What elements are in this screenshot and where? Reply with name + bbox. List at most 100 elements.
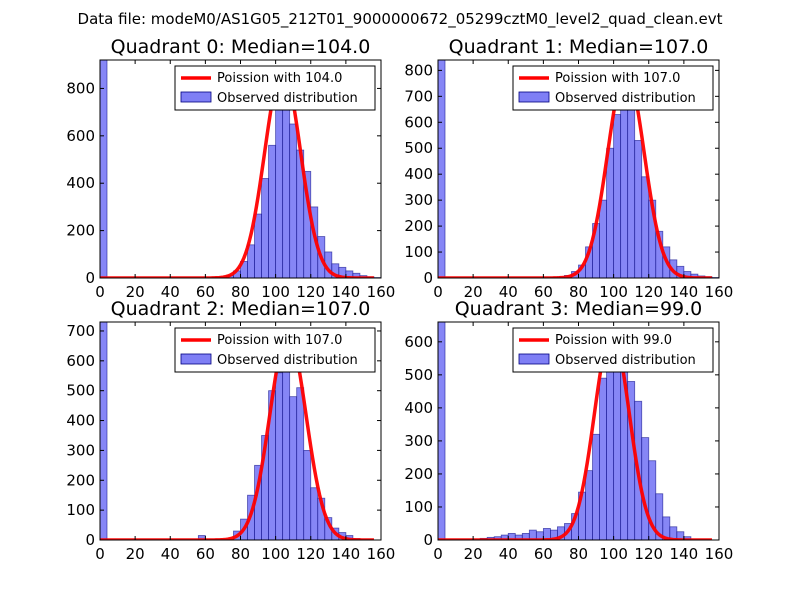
x-tick-label: 160 bbox=[367, 545, 396, 563]
legend-label-poisson: Poission with 107.0 bbox=[217, 333, 342, 348]
histogram-bar bbox=[592, 433, 600, 540]
histogram-bar bbox=[620, 85, 629, 278]
x-tick-label: 80 bbox=[231, 283, 250, 301]
x-tick-label: 0 bbox=[95, 283, 105, 301]
poisson-curve bbox=[100, 67, 374, 278]
bar-series bbox=[438, 60, 719, 278]
histogram-bar bbox=[634, 140, 643, 278]
y-tick-label: 400 bbox=[66, 412, 95, 430]
legend-label-poisson: Poission with 107.0 bbox=[555, 71, 680, 86]
y-tick-label: 600 bbox=[66, 352, 95, 370]
x-tick-label: 40 bbox=[499, 545, 518, 563]
histogram-bar bbox=[289, 123, 298, 278]
y-tick-label: 200 bbox=[66, 222, 95, 240]
y-tick-label: 300 bbox=[404, 432, 433, 450]
x-tick-label: 0 bbox=[433, 545, 443, 563]
y-tick-label: 100 bbox=[404, 498, 433, 516]
y-tick-label: 500 bbox=[404, 139, 433, 157]
histogram-bar bbox=[275, 109, 284, 278]
x-tick-label: 80 bbox=[569, 283, 588, 301]
y-tick-label: 0 bbox=[423, 531, 433, 549]
y-tick-label: 300 bbox=[66, 441, 95, 459]
y-tick-label: 600 bbox=[404, 333, 433, 351]
histogram-bar bbox=[676, 531, 685, 540]
histogram-bar bbox=[599, 377, 608, 540]
x-tick-label: 140 bbox=[670, 283, 699, 301]
histogram-bar bbox=[599, 199, 608, 278]
y-tick-label: 600 bbox=[66, 127, 95, 145]
histogram-bar bbox=[261, 178, 270, 278]
histogram-bar bbox=[606, 361, 615, 540]
x-tick-label: 120 bbox=[296, 545, 325, 563]
x-tick-label: 40 bbox=[499, 283, 518, 301]
x-tick-label: 120 bbox=[296, 283, 325, 301]
histogram-bar bbox=[254, 213, 262, 278]
subplot-quadrant-0: 0 20 40 60 80 100 120 140 160 0 200 400 600 800 Quadra… bbox=[66, 36, 395, 301]
y-tick-label: 700 bbox=[404, 87, 433, 105]
y-tick-label: 0 bbox=[423, 269, 433, 287]
histogram-bar bbox=[438, 60, 446, 278]
legend-label-poisson: Poission with 104.0 bbox=[217, 71, 342, 86]
histogram-bar bbox=[100, 60, 108, 278]
legend-bar-swatch bbox=[180, 91, 212, 103]
x-tick-label: 140 bbox=[332, 283, 361, 301]
histogram-bar bbox=[100, 322, 108, 540]
histogram-bar bbox=[641, 176, 650, 278]
histogram-bar bbox=[289, 396, 298, 540]
figure-suptitle: Data file: modeM0/AS1G05_212T01_90000006… bbox=[78, 10, 723, 29]
histogram-bar bbox=[303, 450, 312, 540]
x-tick-label: 60 bbox=[196, 283, 215, 301]
x-tick-label: 20 bbox=[464, 283, 483, 301]
x-tick-label: 0 bbox=[433, 283, 443, 301]
subplot-title: Quadrant 2: Median=107.0 bbox=[111, 298, 371, 320]
histogram-bar bbox=[268, 144, 277, 278]
y-tick-label: 100 bbox=[404, 243, 433, 261]
histogram-bar bbox=[310, 487, 319, 540]
x-tick-label: 160 bbox=[705, 283, 734, 301]
x-tick-label: 100 bbox=[599, 283, 628, 301]
x-tick-label: 60 bbox=[196, 545, 215, 563]
y-tick-label: 300 bbox=[404, 191, 433, 209]
x-tick-label: 20 bbox=[126, 545, 145, 563]
legend-bar-swatch bbox=[518, 91, 550, 103]
y-tick-label: 200 bbox=[404, 465, 433, 483]
x-tick-label: 20 bbox=[126, 283, 145, 301]
y-tick-label: 400 bbox=[404, 165, 433, 183]
subplot-title: Quadrant 0: Median=104.0 bbox=[111, 36, 371, 58]
legend-label-observed: Observed distribution bbox=[217, 91, 358, 106]
subplot-title: Quadrant 1: Median=107.0 bbox=[449, 36, 709, 58]
y-tick-label: 400 bbox=[66, 174, 95, 192]
y-tick-label: 500 bbox=[404, 366, 433, 384]
x-tick-label: 60 bbox=[534, 545, 553, 563]
legend-label-observed: Observed distribution bbox=[217, 353, 358, 368]
legend-box bbox=[174, 65, 376, 111]
poisson-curve bbox=[100, 332, 374, 540]
x-tick-label: 0 bbox=[95, 545, 105, 563]
y-tick-label: 200 bbox=[404, 217, 433, 235]
y-tick-label: 0 bbox=[85, 269, 95, 287]
y-tick-label: 600 bbox=[404, 113, 433, 131]
legend: Poission with 104.0 Observed distribution bbox=[174, 65, 376, 111]
y-tick-label: 100 bbox=[66, 501, 95, 519]
x-tick-label: 60 bbox=[534, 283, 553, 301]
x-tick-label: 120 bbox=[634, 283, 663, 301]
x-tick-label: 100 bbox=[261, 545, 290, 563]
legend-label-poisson: Poission with 99.0 bbox=[555, 333, 672, 348]
x-tick-label: 160 bbox=[705, 545, 734, 563]
poisson-curve bbox=[438, 68, 712, 278]
y-tick-label: 500 bbox=[66, 382, 95, 400]
x-tick-label: 100 bbox=[261, 283, 290, 301]
y-tick-label: 700 bbox=[66, 322, 95, 340]
poisson-curve bbox=[438, 330, 712, 540]
histogram-bar bbox=[606, 147, 615, 278]
legend-box bbox=[512, 65, 714, 111]
legend: Poission with 99.0 Observed distribution bbox=[512, 327, 714, 373]
x-tick-label: 140 bbox=[332, 545, 361, 563]
x-tick-label: 100 bbox=[599, 545, 628, 563]
subplot-quadrant-2: 0 20 40 60 80 100 120 140 160 0 100 200 300 400 500 600… bbox=[66, 298, 395, 563]
x-tick-label: 160 bbox=[367, 283, 396, 301]
histogram-bar bbox=[585, 470, 593, 540]
histogram-bar bbox=[438, 322, 446, 540]
y-tick-label: 0 bbox=[85, 531, 95, 549]
